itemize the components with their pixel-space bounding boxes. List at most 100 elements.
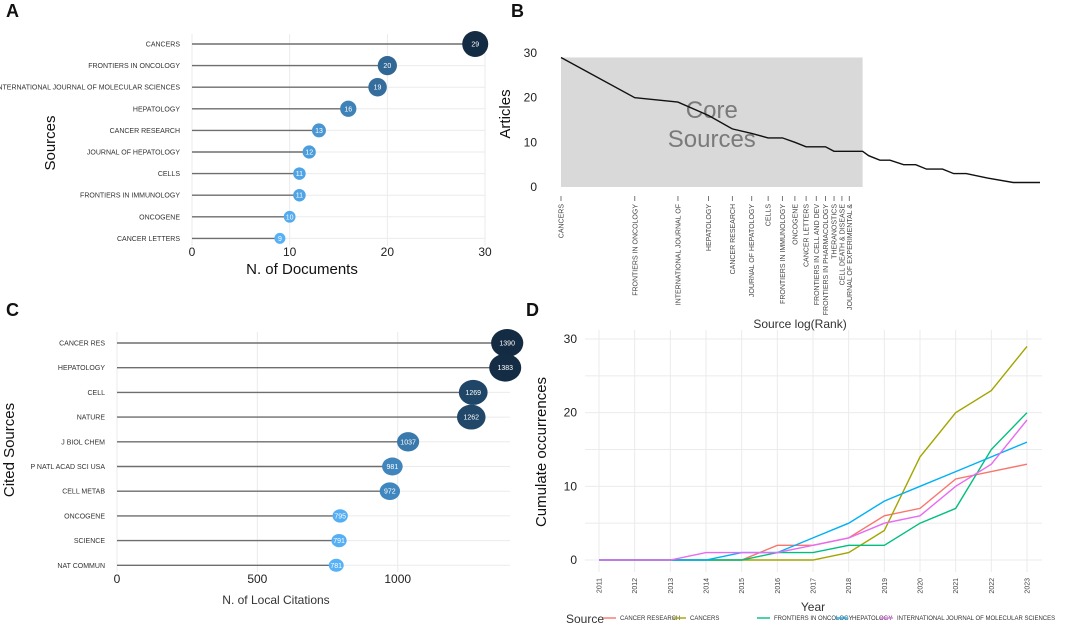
lollipop-dot (293, 188, 306, 202)
dot-value-label: 11 (296, 193, 303, 200)
source-rank-label: CELLS (766, 204, 773, 227)
y-tick-label: 20 (564, 406, 578, 420)
dot-value-label: 981 (387, 464, 399, 471)
panel-a-lollipop-chart: A CANCERS FRONTIERS IN ONCOLOGY INTERNATIO… (0, 1, 492, 278)
source-rank-label: JOURNAL OF HEPATOLOGY (749, 204, 756, 297)
category-label: HEPATOLOGY (58, 365, 105, 372)
panel-c-letter: C (6, 300, 19, 320)
source-rank-label: JOURNAL OF EXPERIMENTAL & (847, 204, 854, 310)
x-tick-label: 20 (381, 245, 395, 259)
source-rank-label: INTERNATIONAL JOURNAL OF (675, 204, 682, 305)
source-rank-label: CELL DEATH & DISEASE (839, 204, 846, 286)
lollipop-dot (293, 167, 306, 180)
legend-label: INTERNATIONAL JOURNAL OF MOLECULAR SCIEN… (897, 616, 1055, 622)
dot-value-label: 11 (296, 171, 303, 178)
lollipop-dot (302, 145, 316, 159)
category-label: FRONTIERS IN ONCOLOGY (88, 63, 180, 70)
lollipop-dot (397, 432, 420, 452)
legend-label: CANCERS (690, 616, 719, 622)
dot-value-label: 1390 (499, 341, 515, 348)
dot-value-label: 12 (305, 150, 313, 157)
panel-d-legend-title: Source (566, 612, 604, 625)
x-tick-label: 2012 (632, 578, 639, 594)
lollipop-dot (491, 329, 524, 357)
dot-value-label: 795 (334, 513, 346, 520)
dot-value-label: 1383 (497, 365, 513, 372)
core-sources-shaded-area (561, 57, 863, 187)
x-tick-label: 2011 (597, 578, 604, 593)
category-label: FRONTIERS IN IMMUNOLOGY (80, 193, 180, 200)
dot-value-label: 29 (471, 42, 479, 49)
x-tick-label: 2016 (775, 578, 782, 594)
source-rank-label: CANCERS (559, 204, 566, 239)
x-tick-label: 2015 (739, 578, 746, 594)
y-tick-label: 30 (564, 332, 578, 346)
panel-d-cumulative-line-chart: D 2011 2012 2013 2014 2015 2016 2017 2018 2019 20… (526, 300, 1055, 625)
dot-value-label: 20 (383, 63, 391, 70)
panel-d-letter: D (526, 300, 539, 320)
lollipop-dot (379, 482, 401, 501)
core-label-line-1: Core (686, 97, 738, 124)
x-tick-label: 2021 (953, 578, 960, 594)
x-tick-label: 2014 (704, 578, 711, 594)
source-rank-label: FRONTIERS IN CELL AND DEV (814, 204, 821, 306)
panel-d-x-axis-title: Year (801, 600, 825, 614)
y-tick-label: 10 (564, 479, 578, 493)
lollipop-dot (462, 31, 489, 57)
dot-value-label: 19 (374, 85, 382, 92)
articles-step-line (560, 56, 1040, 184)
x-tick-label: 2013 (668, 578, 675, 594)
category-label: NAT COMMUN (57, 563, 105, 570)
series-line-international-journal-of-molecular-sciences (599, 419, 1028, 561)
source-rank-label: ONCOGENE (792, 204, 799, 245)
panel-c-lollipop-chart: C CANCER RES HEPATOLOGY CELL NATURE J BIOL C… (1, 300, 524, 607)
legend-label: CANCER RESEARCH (620, 616, 680, 622)
lollipop-dot (377, 55, 397, 76)
category-label: P NATL ACAD SCI USA (30, 464, 105, 471)
category-label: ONCOGENE (139, 214, 180, 221)
dot-value-label: 13 (315, 128, 323, 135)
dot-value-label: 781 (330, 563, 342, 570)
category-label: HEPATOLOGY (133, 106, 180, 113)
dot-value-label: 9 (278, 236, 282, 243)
x-tick-label: 2018 (846, 578, 853, 594)
lollipop-dot (274, 232, 286, 244)
dot-value-label: 791 (333, 538, 345, 545)
category-label: JOURNAL OF HEPATOLOGY (87, 150, 180, 157)
x-tick-label: 0 (114, 572, 121, 586)
y-tick-label: 30 (524, 46, 538, 60)
lollipop-dot (331, 533, 347, 548)
core-label-line-2: Sources (668, 126, 756, 153)
category-label: NATURE (77, 415, 106, 422)
panel-c-y-axis-title: Cited Sources (1, 403, 18, 497)
lollipop-dot (489, 353, 522, 382)
x-tick-label: 2022 (989, 578, 996, 594)
panel-b-letter: B (511, 1, 524, 21)
source-rank-label: HEPATOLOGY (706, 204, 713, 251)
lollipop-dot (382, 457, 403, 476)
category-label: CELL (87, 390, 105, 397)
source-rank-label: FRONTIERS IN IMMUNOLOGY (780, 204, 787, 304)
dot-value-label: 1269 (465, 390, 481, 397)
category-label: SCIENCE (74, 538, 105, 545)
x-tick-label: 0 (189, 245, 196, 259)
dot-value-label: 16 (344, 106, 352, 113)
x-tick-label: 10 (283, 245, 297, 259)
lollipop-dot (328, 558, 344, 572)
lollipop-dot (311, 123, 326, 138)
legend-label: FRONTIERS IN ONCOLOGY (774, 616, 853, 622)
dot-value-label: 1262 (463, 415, 479, 422)
category-label: CANCERS (146, 42, 181, 49)
panel-b-x-axis-title: Source log(Rank) (753, 317, 846, 331)
lollipop-dot (283, 210, 296, 223)
lollipop-dot (340, 100, 357, 117)
y-tick-label: 0 (570, 553, 577, 567)
y-tick-label: 20 (524, 91, 538, 105)
lollipop-dot (456, 404, 486, 430)
lollipop-dot (332, 509, 348, 523)
dot-value-label: 10 (286, 214, 294, 221)
category-label: CANCER RESEARCH (110, 128, 180, 135)
category-label: J BIOL CHEM (61, 439, 105, 446)
category-label: CANCER LETTERS (117, 236, 180, 243)
